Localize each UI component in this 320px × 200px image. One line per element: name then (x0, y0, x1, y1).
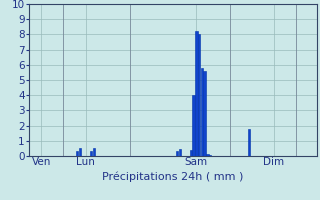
Bar (195, 31, 197, 156)
Bar (176, 151, 178, 156)
Bar (248, 129, 250, 156)
Bar (179, 149, 181, 156)
Bar (198, 34, 200, 156)
Bar (192, 95, 195, 156)
Bar (90, 151, 92, 156)
Bar (201, 68, 203, 156)
Bar (79, 148, 81, 156)
Bar (204, 71, 206, 156)
Bar (190, 150, 192, 156)
X-axis label: Précipitations 24h ( mm ): Précipitations 24h ( mm ) (102, 172, 244, 182)
Bar (206, 154, 209, 156)
Bar (76, 151, 78, 156)
Bar (93, 148, 95, 156)
Bar (209, 155, 212, 156)
